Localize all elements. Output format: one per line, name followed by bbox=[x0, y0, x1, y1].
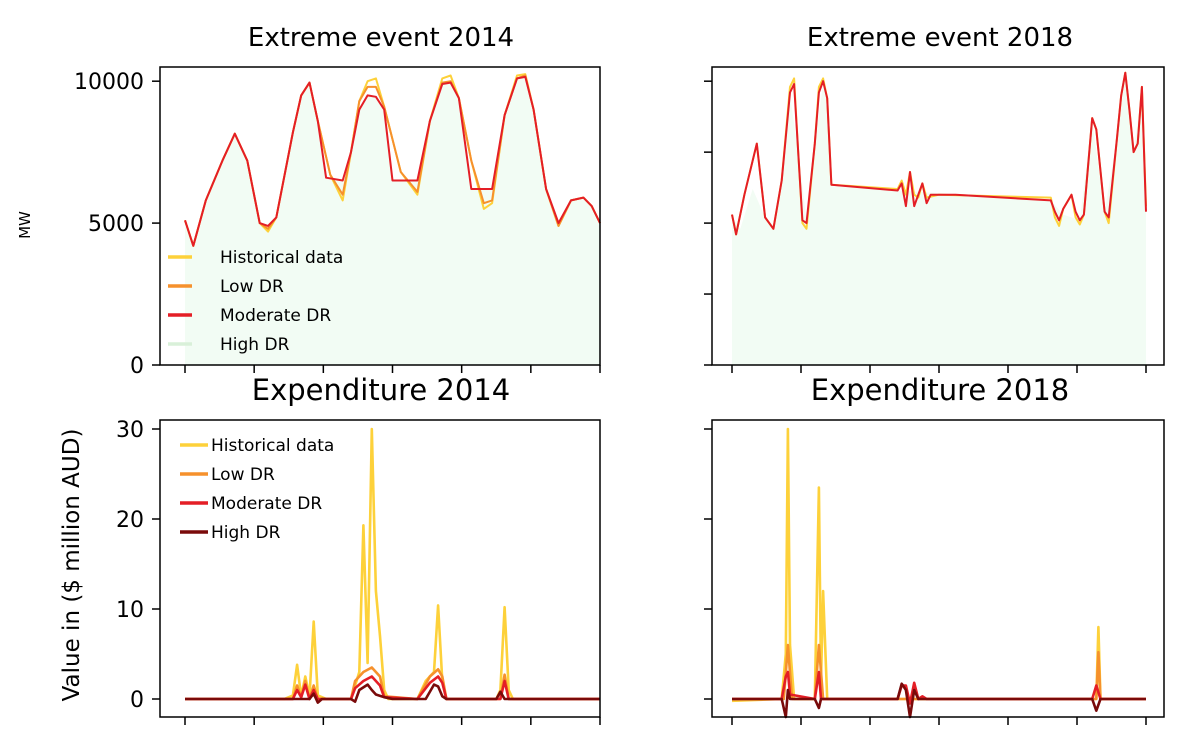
title-expenditure-2018: Expenditure 2018 bbox=[811, 373, 1069, 407]
y-tick-label: 10000 bbox=[74, 70, 144, 95]
plot-area-extreme-2014: 0 5000 10000 Historical data Low DR Moderate … bbox=[74, 66, 601, 379]
y-tick-label: 5000 bbox=[88, 212, 144, 237]
y-tick-label: 20 bbox=[116, 508, 144, 533]
y-tick-label: 30 bbox=[116, 418, 144, 443]
panel-extreme-2014: Extreme event 2014 MW 0 5000 10000 Historic… bbox=[16, 23, 601, 379]
axes-frame bbox=[711, 419, 1165, 718]
panel-expenditure-2014: Expenditure 2014 Value in ($ million AUD… bbox=[59, 373, 601, 725]
series-area-high-dr bbox=[732, 75, 1146, 365]
legend-label-moderate-dr: Moderate DR bbox=[220, 306, 331, 326]
panel-expenditure-2018: Expenditure 2018 bbox=[704, 373, 1165, 725]
series-line-moderate-dr bbox=[184, 75, 601, 247]
ylabel-mw: MW bbox=[16, 211, 34, 239]
series-line-low-dr bbox=[185, 666, 600, 701]
y-tick-label: 10 bbox=[116, 598, 144, 623]
axes-frame bbox=[159, 419, 601, 718]
legend-label-moderate-dr: Moderate DR bbox=[211, 494, 322, 514]
legend-label-high-dr: High DR bbox=[211, 523, 281, 543]
ylabel-value: Value in ($ million AUD) bbox=[59, 429, 85, 702]
title-extreme-2014: Extreme event 2014 bbox=[248, 23, 514, 53]
legend-label-low-dr: Low DR bbox=[211, 465, 275, 485]
series-line-moderate-dr bbox=[731, 71, 1147, 236]
legend: Historical data Low DR Moderate DR High DR bbox=[168, 248, 343, 355]
legend-label-high-dr: High DR bbox=[220, 335, 290, 355]
title-expenditure-2014: Expenditure 2014 bbox=[252, 373, 510, 407]
axes-frame bbox=[159, 66, 601, 366]
title-extreme-2018: Extreme event 2018 bbox=[807, 23, 1073, 53]
plot-area-expenditure-2018 bbox=[704, 419, 1165, 725]
series-area-high-dr bbox=[185, 76, 600, 366]
series-line-high-dr bbox=[732, 682, 1146, 719]
legend-label-historical-data: Historical data bbox=[211, 436, 334, 456]
legend-label-low-dr: Low DR bbox=[220, 277, 284, 297]
plot-area-extreme-2018 bbox=[704, 66, 1165, 373]
axes-frame bbox=[711, 66, 1165, 366]
series-line-moderate-dr bbox=[185, 675, 600, 701]
legend: Historical data Low DR Moderate DR High DR bbox=[180, 436, 334, 543]
panel-extreme-2018: Extreme event 2018 bbox=[704, 23, 1165, 373]
series-line-high-dr bbox=[185, 683, 600, 704]
y-tick-label: 0 bbox=[130, 354, 144, 379]
series-line-low-dr bbox=[732, 643, 1146, 701]
series-line-historical-data bbox=[731, 427, 1146, 703]
y-tick-label: 0 bbox=[130, 688, 144, 713]
legend-label-historical-data: Historical data bbox=[220, 248, 343, 268]
